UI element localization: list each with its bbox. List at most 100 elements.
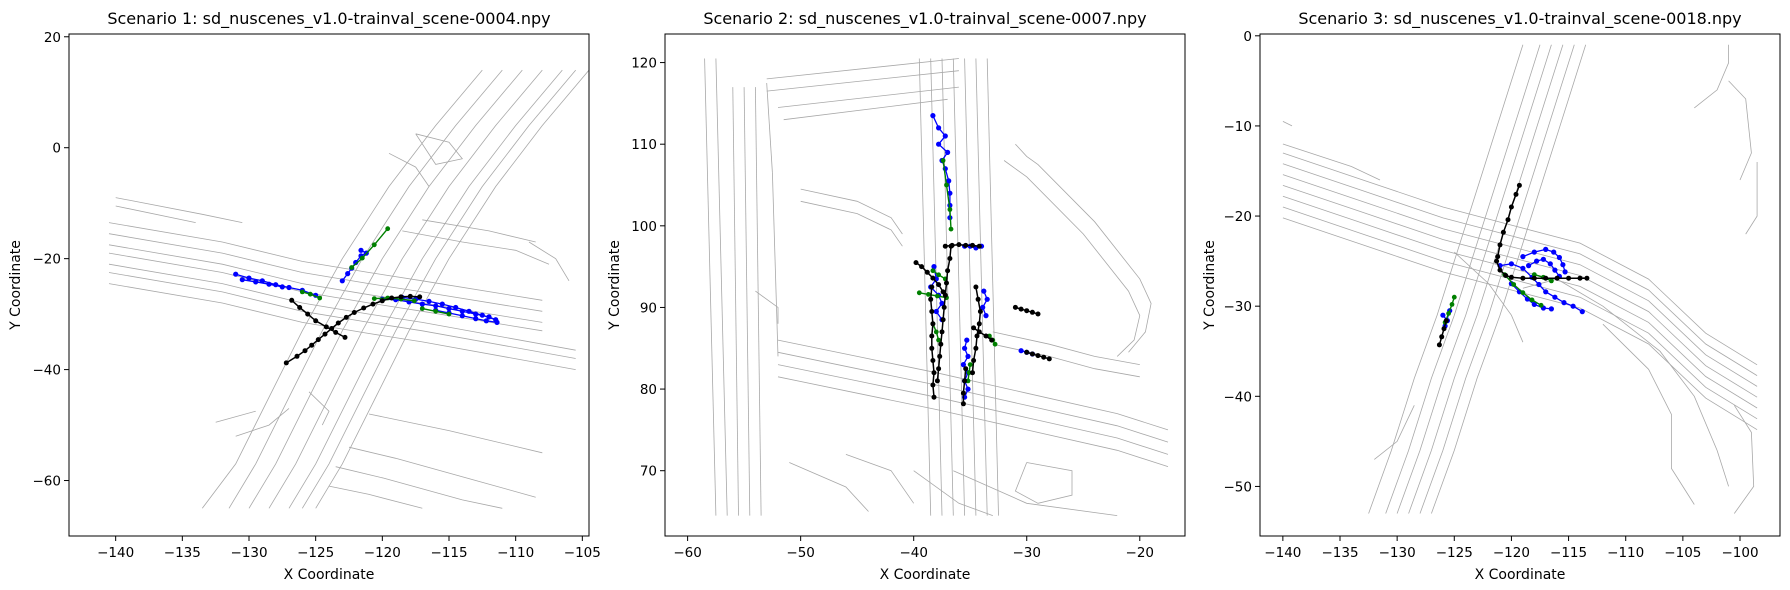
map-lane-line	[415, 133, 464, 165]
map-lane-line	[301, 69, 577, 509]
map-lane-line	[108, 222, 543, 301]
predicted-trajectory-point	[936, 272, 941, 278]
history-trajectory-point	[286, 284, 292, 291]
map-lane-line	[777, 86, 959, 108]
subplot-scenario-2: Scenario 2: sd_nuscenes_v1.0-trainval_sc…	[607, 9, 1186, 583]
y-axis-label: Y Coordinate	[8, 240, 24, 331]
predicted-trajectory-point	[1549, 278, 1554, 284]
map-lane-line	[328, 485, 423, 509]
history-trajectory-point	[246, 275, 252, 281]
history-trajectory-point	[983, 313, 989, 319]
x-tick-label: −60	[673, 545, 702, 561]
x-tick-label: −115	[430, 545, 467, 561]
history-trajectory-point	[1551, 249, 1557, 255]
y-tick-label: −50	[1224, 479, 1253, 495]
history-trajectory-point	[1520, 265, 1526, 271]
ego-trajectory-point	[930, 358, 936, 363]
ego-trajectory-point	[1566, 275, 1572, 281]
history-trajectory-point	[960, 362, 967, 368]
ego-trajectory-point	[940, 289, 946, 295]
map-lane-line	[704, 58, 717, 516]
history-trajectory-point	[439, 301, 445, 307]
history-trajectory-point	[473, 311, 479, 317]
predicted-trajectory-point	[926, 292, 931, 297]
ego-trajectory-point	[929, 333, 935, 339]
predicted-trajectory-point	[1446, 311, 1451, 316]
history-trajectory-point	[483, 318, 489, 324]
history-trajectory-point	[1552, 294, 1558, 300]
ego-trajectory-point	[322, 331, 328, 337]
history-trajectory-point	[1548, 306, 1554, 312]
x-tick-label: −135	[1321, 545, 1358, 561]
history-trajectory	[1526, 256, 1562, 279]
x-tick-label: −130	[230, 545, 267, 561]
predicted-trajectory-line	[919, 292, 947, 299]
predicted-trajectory-point	[1451, 294, 1457, 300]
history-trajectory-point	[1440, 312, 1446, 318]
history-trajectory-point	[459, 308, 465, 314]
predicted-trajectory-line	[942, 160, 952, 230]
map-lane-line	[992, 331, 1140, 365]
map-lane-line	[953, 470, 1118, 516]
history-trajectory-point	[419, 301, 425, 307]
trajectories-layer	[1436, 182, 1590, 348]
ego-trajectory-point	[1584, 275, 1590, 281]
x-tick-label: −120	[1493, 545, 1530, 561]
ego-trajectory-point	[936, 366, 942, 372]
ego-trajectory-point	[297, 305, 303, 310]
map-lane-line	[348, 446, 536, 498]
ego-trajectory-point	[989, 337, 995, 343]
ego-trajectory-point	[302, 348, 308, 354]
predicted-trajectory-point	[317, 295, 323, 301]
subplot-scenario-3: Scenario 3: sd_nuscenes_v1.0-trainval_sc…	[1202, 9, 1781, 583]
predicted-trajectory-point	[371, 242, 377, 248]
predicted-trajectory	[299, 289, 323, 301]
history-trajectory-point	[1531, 249, 1537, 255]
ego-trajectory-point	[309, 342, 315, 348]
axes-frame	[68, 33, 590, 537]
ego-trajectory	[283, 293, 423, 366]
map-lane-line	[308, 391, 330, 426]
ego-trajectory-point	[930, 321, 936, 327]
map-lane-line	[918, 58, 932, 516]
ego-trajectory-point	[1577, 275, 1583, 281]
ego-trajectory-point	[1029, 309, 1035, 315]
map-lane-line	[975, 58, 988, 516]
map-lane-line	[201, 69, 483, 509]
predicted-trajectory-point	[930, 268, 936, 274]
y-tick-label: −20	[1224, 209, 1253, 225]
history-trajectory-point	[981, 288, 987, 294]
predicted-trajectory-point	[933, 329, 939, 335]
map-lane-line	[1282, 185, 1758, 398]
ego-trajectory-point	[960, 401, 966, 407]
y-tick-label: −40	[33, 363, 62, 379]
ego-trajectory-point	[1554, 275, 1560, 281]
map-lane-line	[755, 290, 779, 324]
history-trajectory-point	[945, 149, 951, 155]
predicted-trajectory-point	[966, 370, 972, 376]
history-trajectory-point	[946, 178, 952, 184]
ego-trajectory-point	[323, 324, 329, 330]
map-lane-line	[913, 470, 993, 516]
history-trajectory	[980, 288, 990, 319]
map-lane-line	[335, 466, 503, 509]
ego-trajectory-point	[947, 256, 953, 261]
history-trajectory-point	[1547, 261, 1553, 267]
ego-trajectory-point	[1497, 267, 1503, 273]
history-trajectory-point	[1543, 289, 1549, 295]
history-trajectory-point	[936, 141, 942, 147]
predicted-trajectory	[1502, 272, 1544, 308]
map-lane-line	[228, 69, 503, 509]
map-lane-line	[108, 263, 576, 351]
predicted-trajectory	[940, 158, 954, 232]
map-lane-line	[315, 69, 590, 509]
history-trajectory-point	[1560, 262, 1566, 268]
history-trajectory-point	[1534, 258, 1540, 264]
y-tick-label: 120	[631, 56, 657, 72]
y-tick-label: −20	[33, 252, 62, 268]
y-axis-ticks: −60 −40 −20 0 20	[33, 30, 69, 490]
ego-trajectory-point	[1508, 274, 1514, 280]
history-trajectory-point	[433, 303, 439, 309]
map-lane-line	[755, 87, 762, 516]
ego-trajectory-point	[948, 243, 954, 249]
